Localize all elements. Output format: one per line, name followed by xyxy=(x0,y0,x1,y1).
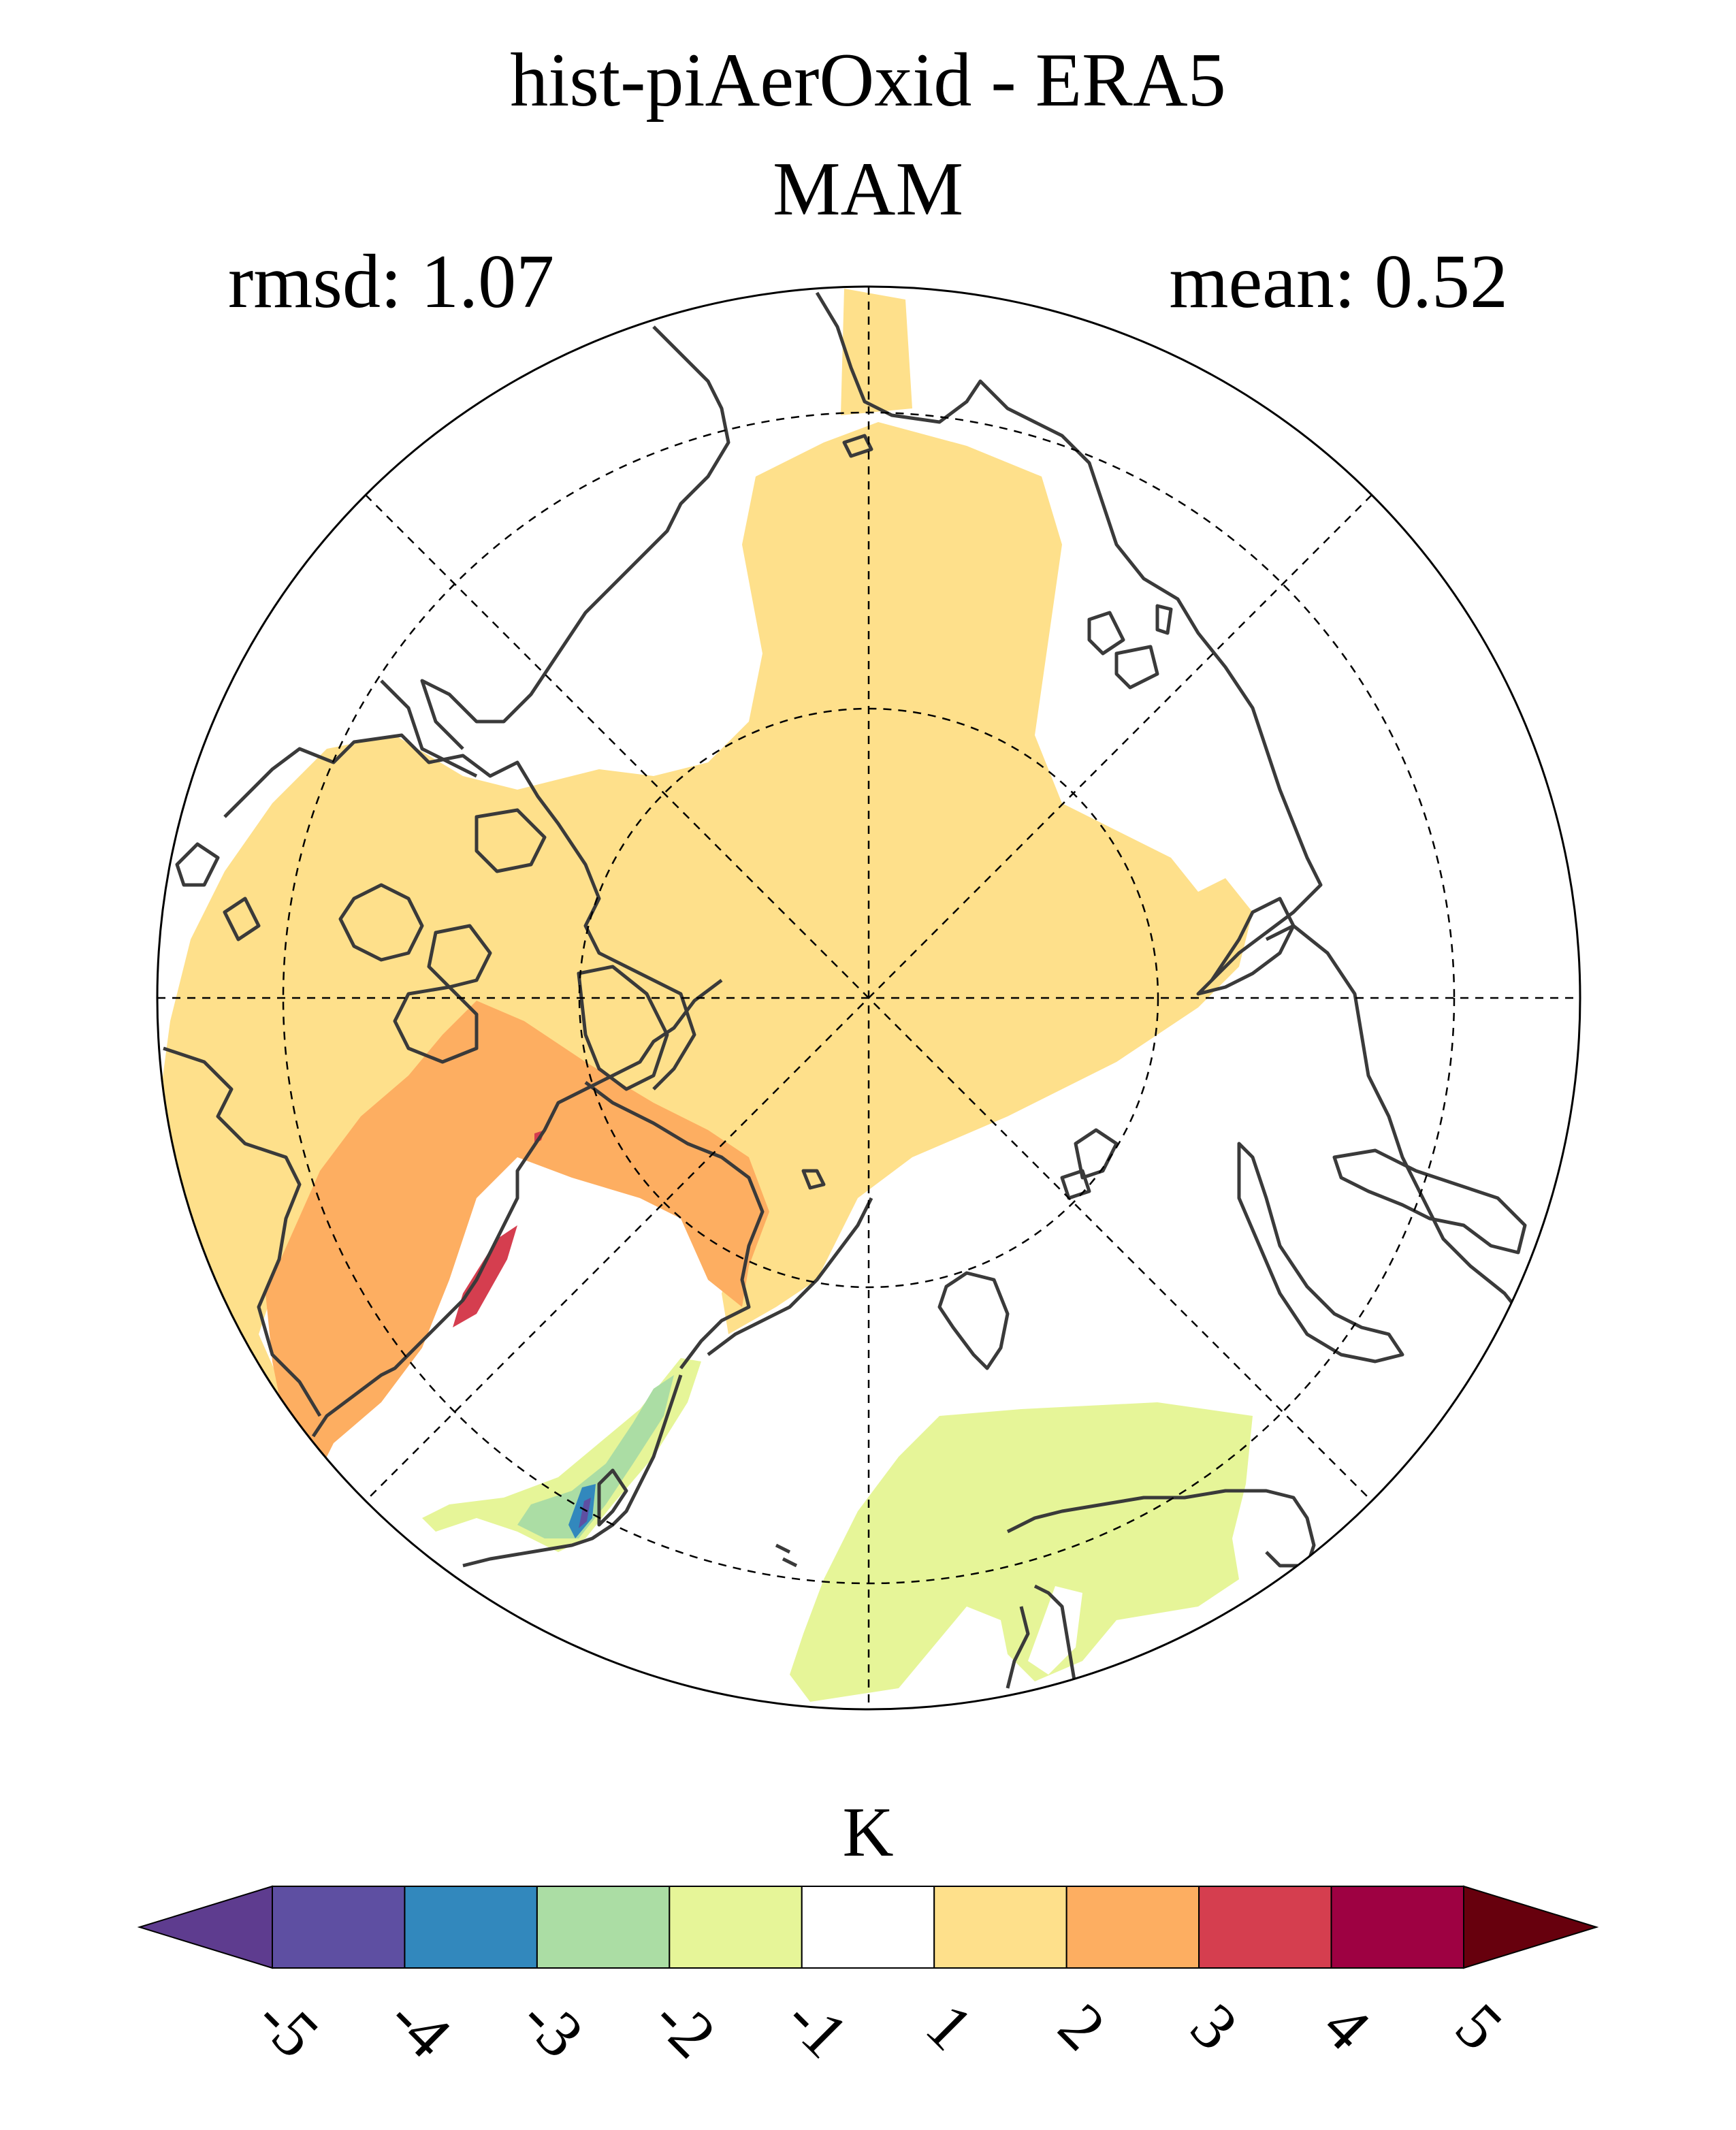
coast-alaska xyxy=(420,325,730,750)
coast-chukotka-islands xyxy=(842,434,1173,690)
coast-black-sea xyxy=(1006,1606,1030,1689)
colorbar-box--5_-4 xyxy=(272,1886,406,1969)
colorbar-box--3_-2 xyxy=(536,1886,671,1969)
map-boundary xyxy=(156,285,1581,1711)
coast-kara-yamal xyxy=(1332,1148,1527,1255)
colorbar-tick-label: -3 xyxy=(508,1982,598,2071)
colorbar-box-3_4 xyxy=(1198,1886,1332,1969)
graticule xyxy=(157,287,1580,1709)
polar-map xyxy=(156,285,1581,1711)
colorbar-box--2_-1 xyxy=(669,1886,803,1969)
colorbar-boxes xyxy=(272,1886,1464,1969)
colorbar-box--1_1 xyxy=(801,1886,935,1969)
mean-label: mean: 0.52 xyxy=(1169,240,1508,324)
coast-canada-arctic xyxy=(223,733,696,1091)
colorbar-box-2_3 xyxy=(1065,1886,1200,1969)
colorbar-tick-labels: -5 -4 -3 -2 -1 1 2 3 4 5 xyxy=(243,1982,1517,2071)
coast-iceland xyxy=(801,1169,826,1190)
anomaly-region-minus4 xyxy=(579,1498,591,1528)
colorbar-box-4_5 xyxy=(1330,1886,1464,1969)
coast-bering xyxy=(815,291,1323,982)
coast-hudson-bay xyxy=(163,1046,322,1417)
colorbar-box-1_2 xyxy=(933,1886,1067,1969)
colorbar-tick-label: 2 xyxy=(1045,1989,1120,2064)
colorbar-below-triangle xyxy=(137,1885,273,1969)
anomaly-region-plus3 xyxy=(453,1225,517,1327)
season-label: MAM xyxy=(772,147,964,231)
coast-siberia xyxy=(1196,897,1554,1349)
colorbar-above-triangle xyxy=(1463,1885,1599,1969)
coast-canada-islands-2 xyxy=(427,924,492,989)
coast-greenland-east xyxy=(584,1081,765,1370)
anomaly-region-minus1-europe xyxy=(422,1358,701,1552)
rmsd-label: rmsd: 1.07 xyxy=(228,240,555,324)
colorbar-tick-label: -2 xyxy=(640,1982,730,2071)
meridian-diag-2 xyxy=(365,494,1372,1502)
coast-novaya-zemlya xyxy=(1237,1142,1404,1363)
colorbar-tick-label: -1 xyxy=(773,1982,863,2071)
map-title: hist-piAerOxid - ERA5 xyxy=(510,38,1226,123)
anomaly-region-minus1-asia xyxy=(790,1402,1253,1702)
colorbar-box--4_-3 xyxy=(404,1886,538,1969)
colorbar-tick-label: 5 xyxy=(1442,1989,1517,2064)
colorbar-tick-label: -4 xyxy=(375,1982,465,2071)
coast-canada-islands-1 xyxy=(338,883,424,962)
colorbar-tick-label: -5 xyxy=(243,1982,333,2071)
coast-alaska-west xyxy=(380,679,478,778)
anomaly-region-plus1 xyxy=(157,289,1253,1470)
coast-west-islands xyxy=(175,842,261,941)
colorbar-unit-label: K xyxy=(842,1793,894,1871)
coastlines xyxy=(163,291,1554,1709)
coast-svalbard xyxy=(937,1271,1010,1370)
coast-canada-islands-4 xyxy=(577,965,669,1091)
coast-canada-islands-3 xyxy=(475,808,547,873)
coast-greenland xyxy=(311,979,723,1438)
colorbar-tick-label: 3 xyxy=(1177,1989,1252,2064)
colorbar-tick-label: 4 xyxy=(1310,1989,1385,2064)
anomaly-region-minus2 xyxy=(517,1375,674,1538)
colorbar-tick-label: 1 xyxy=(912,1989,987,2064)
coast-canada-islands-5 xyxy=(393,985,479,1064)
